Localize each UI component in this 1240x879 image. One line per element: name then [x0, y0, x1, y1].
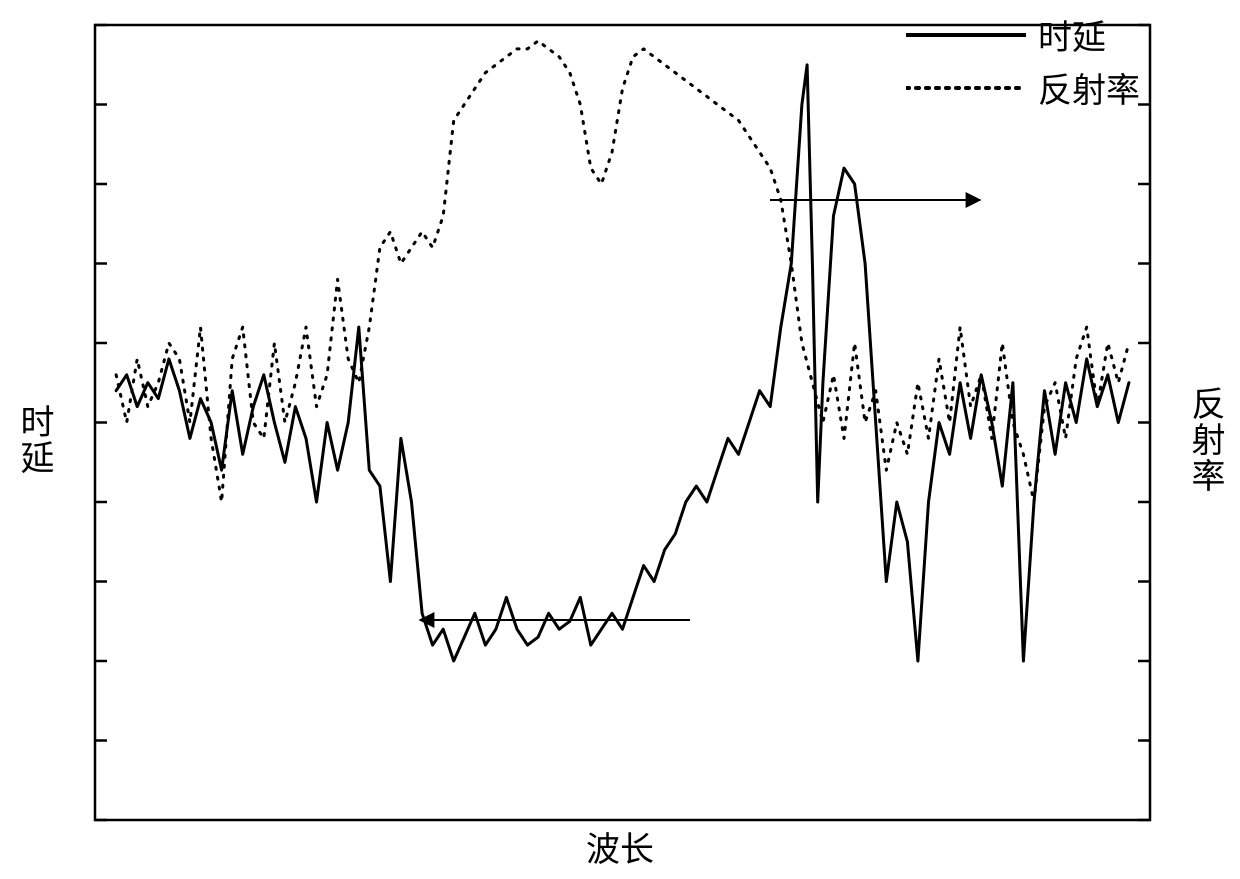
legend: 时延 反射率 — [906, 10, 1140, 116]
legend-entry-dotted: 反射率 — [906, 63, 1140, 112]
legend-line-solid-icon — [906, 25, 1026, 45]
y-axis-label-left: 时延 — [10, 404, 59, 476]
chart-container: 时延 反射率 波长 时延 反射率 — [0, 0, 1240, 879]
y-axis-label-right: 反射率 — [1181, 386, 1230, 494]
legend-line-dotted-icon — [906, 78, 1026, 98]
chart-svg — [0, 0, 1240, 879]
legend-label-dotted: 反射率 — [1038, 63, 1140, 112]
x-axis-label: 波长 — [586, 822, 654, 871]
legend-entry-solid: 时延 — [906, 10, 1140, 59]
legend-label-solid: 时延 — [1038, 10, 1106, 59]
